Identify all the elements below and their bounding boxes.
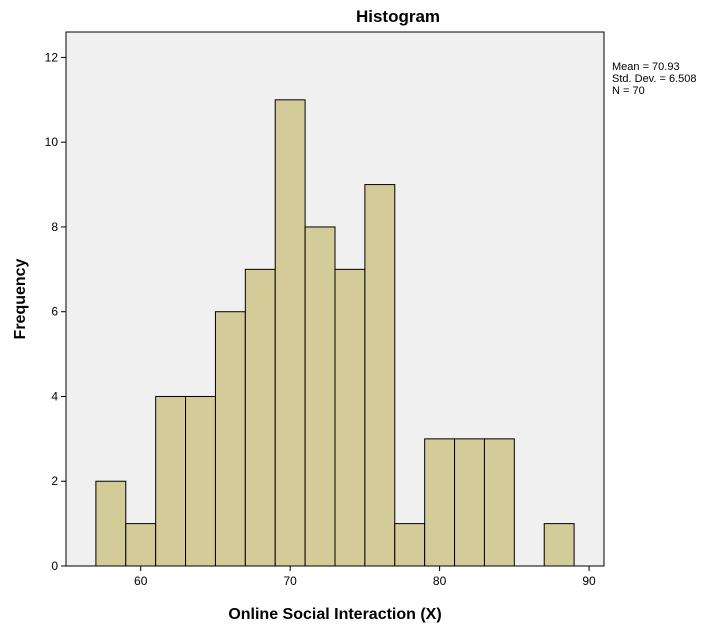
y-tick-label: 8 [51,220,58,234]
x-tick-label: 80 [433,574,447,588]
histogram-bar [394,523,426,567]
axes: 0 2 4 6 8 10 12 60 70 80 90 [45,50,596,588]
histogram-bar [483,438,515,567]
histogram-bar [424,438,456,567]
chart-title: Histogram [356,7,440,26]
histogram-bar [214,311,246,567]
y-tick-label: 4 [51,389,58,403]
y-tick-label: 6 [51,305,58,319]
histogram-bar [454,438,485,567]
histogram-bar [125,523,157,567]
y-tick-label: 2 [51,474,58,488]
histogram-bar [274,99,306,567]
stats-line: N = 70 [612,85,645,97]
x-tick-label: 60 [134,574,148,588]
y-tick-label: 10 [45,135,59,149]
histogram-bar [364,184,396,567]
histogram-bar [155,395,187,567]
bars [95,99,575,567]
x-axis-label: Online Social Interaction (X) [228,606,441,623]
histogram-bar [543,523,575,567]
stats-line: Mean = 70.93 [612,61,680,73]
histogram-bar [244,268,276,567]
histogram-bar [304,226,336,567]
x-tick-label: 90 [582,574,596,588]
y-tick-label: 0 [51,559,58,573]
histogram-bar [95,480,127,567]
y-axis-label: Frequency [12,258,29,339]
x-tick-label: 70 [283,574,297,588]
histogram-bar [185,395,216,567]
stats-line: Std. Dev. = 6.508 [612,73,697,85]
y-tick-label: 12 [45,50,59,64]
histogram-bar [334,268,366,567]
